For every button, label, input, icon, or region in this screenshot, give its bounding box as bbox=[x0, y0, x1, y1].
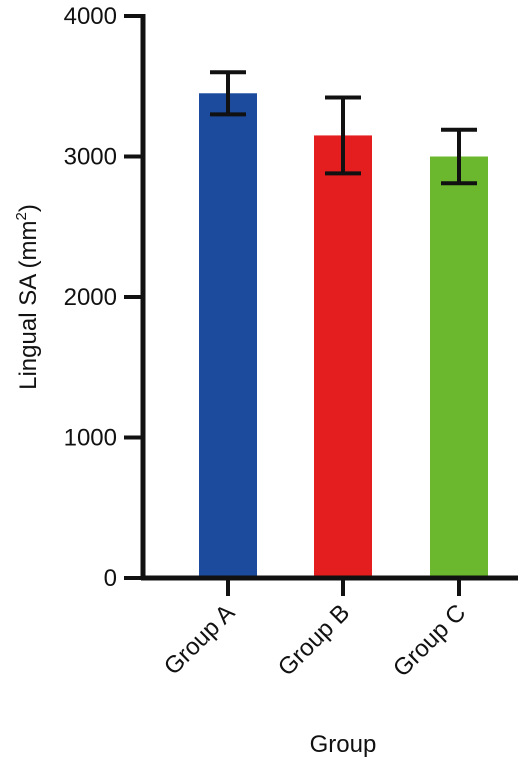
y-tick-label: 3000 bbox=[64, 144, 117, 171]
y-tick-label: 1000 bbox=[64, 425, 117, 452]
x-tick-label: Group B bbox=[273, 599, 355, 681]
y-tick-label: 4000 bbox=[64, 3, 117, 30]
y-axis-title: Lingual SA (mm2) bbox=[13, 204, 42, 390]
x-axis-title: Group bbox=[310, 731, 377, 758]
y-axis-title-superscript: 2 bbox=[13, 212, 30, 220]
y-axis-title-close: ) bbox=[15, 204, 42, 212]
x-tick-label: Group A bbox=[159, 599, 240, 680]
error-bars-layer bbox=[210, 70, 477, 186]
x-ticks-layer: Group A Group B Group C bbox=[159, 578, 471, 682]
y-ticks-layer: 0 1000 2000 3000 4000 bbox=[64, 3, 143, 592]
x-tick-label: Group C bbox=[388, 599, 471, 682]
bar-group-b bbox=[314, 135, 372, 579]
y-tick-label: 2000 bbox=[64, 284, 117, 311]
bar-group-a bbox=[199, 93, 257, 579]
bars-layer bbox=[199, 93, 488, 579]
bar-group-c bbox=[430, 156, 488, 578]
y-axis-title-main: Lingual SA (mm bbox=[15, 220, 42, 389]
y-tick-label: 0 bbox=[104, 565, 117, 592]
